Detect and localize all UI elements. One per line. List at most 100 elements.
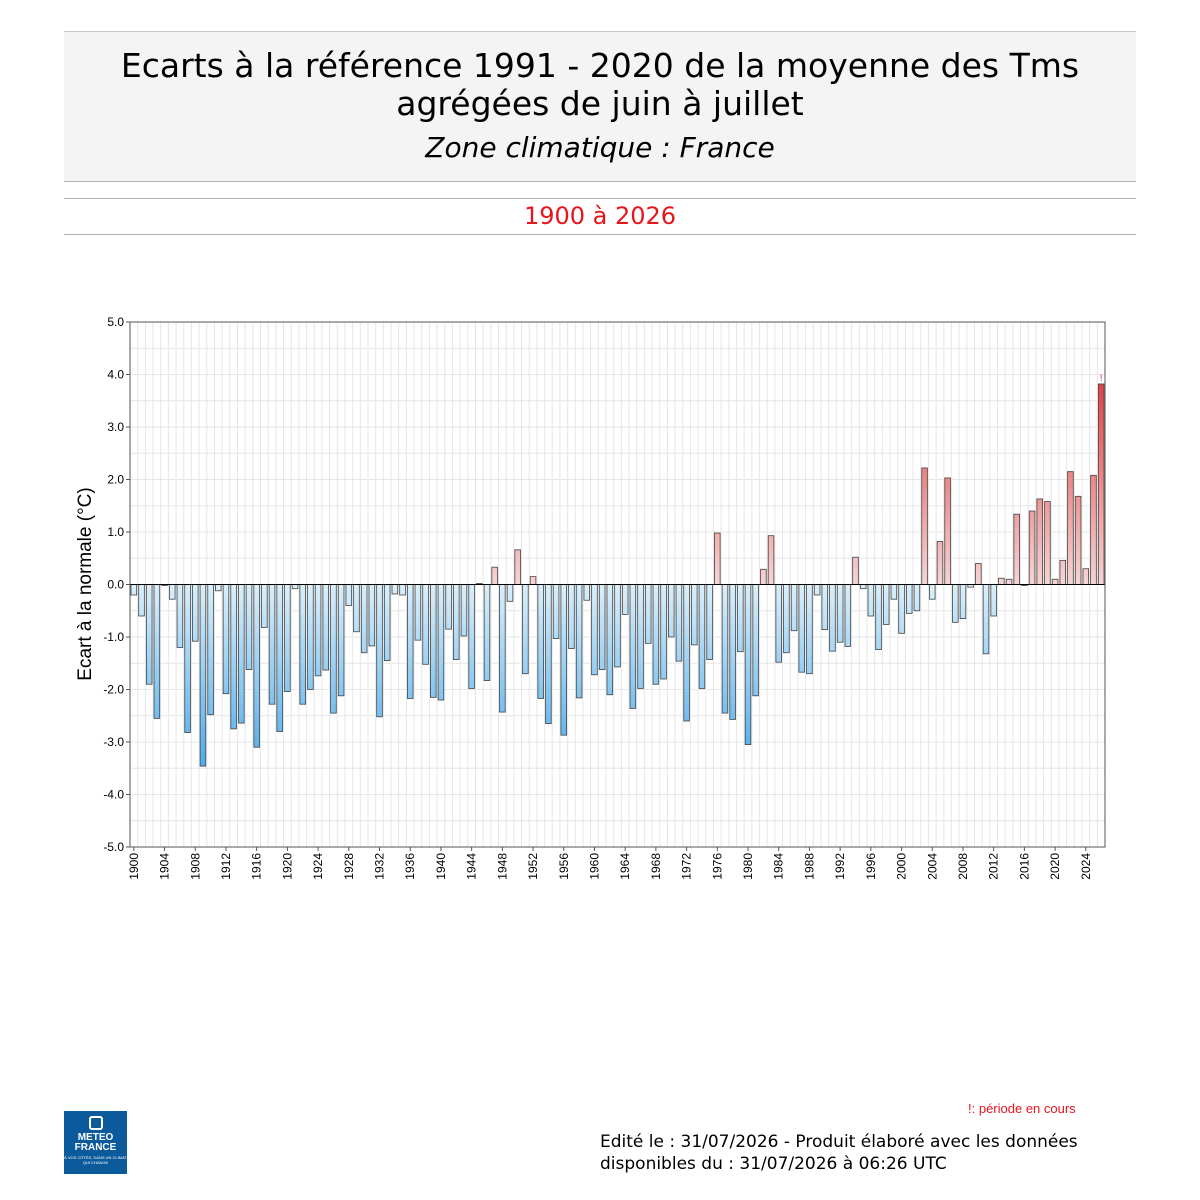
bar-1952 (529, 576, 537, 585)
bar-1923 (307, 584, 314, 690)
bar-1965 (629, 584, 637, 709)
bar-1979 (737, 584, 744, 653)
x-tick-label: 1940 (434, 853, 448, 880)
bar-1913 (230, 584, 237, 730)
x-tick-label: 2012 (987, 853, 1001, 880)
bar-1944 (468, 584, 475, 689)
x-tick-label: 1960 (587, 853, 601, 880)
x-tick-label: 2016 (1017, 853, 1031, 880)
bar-1901 (138, 584, 145, 617)
bar-2023 (1074, 495, 1082, 585)
y-tick-label: 0.0 (107, 578, 124, 592)
bar-2000 (898, 584, 905, 634)
bar-2025 (1090, 474, 1097, 585)
x-tick-label: 1976 (710, 853, 724, 880)
bar-1922 (299, 584, 306, 705)
bar-1930 (360, 584, 368, 654)
bar-1914 (238, 584, 245, 724)
bar-2007 (952, 584, 959, 623)
y-tick-label: 1.0 (107, 525, 124, 539)
bar-1955 (552, 584, 560, 639)
bar-2018 (1036, 498, 1043, 585)
y-tick-label: -2.0 (103, 683, 124, 697)
bar-1935 (399, 584, 406, 596)
bar-1943 (460, 584, 468, 637)
x-tick-label: 1992 (833, 853, 847, 880)
bar-1956 (560, 584, 567, 736)
bar-1973 (691, 584, 698, 646)
bar-1925 (322, 584, 330, 671)
bar-1933 (383, 584, 391, 662)
x-tick-label: 1952 (526, 853, 540, 880)
x-tick-label: 1904 (158, 853, 172, 880)
x-tick-label: 1988 (802, 853, 816, 880)
bar-1912 (222, 584, 230, 695)
x-tick-label: 1928 (342, 853, 356, 880)
y-tick-labels: 5.0 4.0 3.0 2.0 1.0 0.0 -1.0 -2.0 -3.0 -4.0 -5.0 (103, 315, 130, 854)
chart-subtitle: Zone climatique : France (425, 131, 775, 164)
bar-1917 (261, 584, 268, 628)
x-tick-label: 1944 (465, 853, 479, 880)
bar-2012 (990, 584, 997, 617)
x-tick-label: 1980 (741, 853, 755, 880)
bar-1919 (276, 584, 283, 732)
x-tick-label: 1956 (557, 853, 571, 880)
bar-1938 (422, 584, 429, 665)
x-tick-label: 1964 (618, 853, 632, 880)
bar-1993 (844, 584, 852, 647)
bar-1971 (675, 584, 683, 662)
bar-1949 (506, 584, 514, 602)
bar-1990 (821, 584, 829, 631)
bar-1986 (790, 584, 798, 632)
bar-1999 (890, 584, 898, 600)
bar-1941 (445, 584, 452, 630)
bar-1995 (859, 584, 867, 590)
bar-1982 (760, 568, 767, 585)
bars-layer: ! (130, 373, 1105, 767)
bar-1948 (499, 584, 506, 713)
bar-1992 (836, 584, 844, 643)
x-tick-label: 1972 (680, 853, 694, 880)
y-axis-label: Ecart à la normale (°C) (75, 487, 96, 680)
bar-1929 (353, 584, 360, 633)
logo-tagline: À VOS CÔTÉS, DANS UN CLIMAT QUI CHANGE (64, 1155, 127, 1165)
bar-2019 (1044, 501, 1051, 585)
bar-1928 (345, 584, 353, 606)
bar-2004 (929, 584, 936, 600)
x-tick-label: 1984 (772, 853, 786, 880)
bar-1900 (130, 584, 138, 596)
bar-1987 (798, 584, 805, 673)
bar-1947 (491, 566, 498, 585)
bar-2001 (905, 584, 913, 614)
x-tick-labels: 1900 1904 1908 1912 1916 1920 1924 1928 1932 1936… (127, 847, 1093, 880)
bar-1916 (253, 584, 260, 748)
x-tick-label: 1936 (403, 853, 417, 880)
bar-1967 (644, 584, 652, 644)
bar-2020 (1051, 578, 1059, 585)
x-tick-label: 1908 (188, 853, 202, 880)
bar-1961 (598, 584, 606, 670)
bar-1957 (568, 584, 575, 649)
bar-1908 (192, 584, 199, 642)
bar-1920 (284, 584, 291, 692)
x-tick-label: 2000 (895, 853, 909, 880)
bar-1972 (683, 584, 690, 722)
bar-2022 (1067, 471, 1074, 585)
period-label: 1900 à 2026 (523, 202, 677, 230)
bar-1939 (430, 584, 437, 698)
bar-2015 (1013, 513, 1020, 585)
bar-1927 (337, 584, 345, 697)
x-tick-label: 2020 (1048, 853, 1062, 880)
bar-1921 (291, 584, 299, 590)
bar-1931 (368, 584, 376, 647)
bar-1959 (583, 584, 591, 601)
footer-line2: disponibles du : 31/07/2026 à 06:26 UTC (600, 1154, 947, 1174)
bar-1946 (483, 584, 491, 681)
bar-2014 (1005, 578, 1013, 585)
y-tick-label: 3.0 (107, 420, 124, 434)
bar-1907 (184, 584, 191, 733)
bar-2026 (1097, 383, 1105, 585)
bar-1974 (698, 584, 706, 689)
bar-1911 (215, 584, 222, 592)
period-box: 1900 à 2026 (64, 198, 1136, 235)
